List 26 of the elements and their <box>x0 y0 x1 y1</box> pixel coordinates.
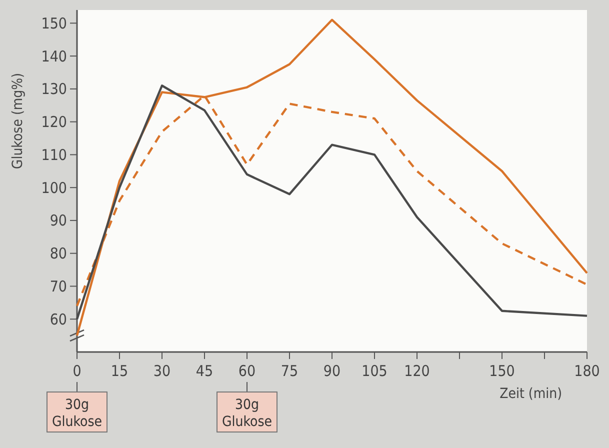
x-tick-label: 90 <box>323 362 341 380</box>
x-tick-label: 60 <box>238 362 256 380</box>
y-tick-label: 60 <box>50 310 67 328</box>
x-tick-label: 15 <box>110 362 128 380</box>
y-tick-label: 120 <box>41 113 67 132</box>
y-tick-label: 150 <box>41 14 67 32</box>
y-tick-label: 70 <box>50 277 67 296</box>
y-tick-label: 110 <box>41 146 67 164</box>
y-tick-label: 130 <box>41 80 67 98</box>
x-tick-label: 0 <box>72 362 82 380</box>
x-tick-label: 180 <box>574 362 600 380</box>
y-tick-label: 90 <box>50 212 67 230</box>
annotation: 30g Glukose <box>222 397 272 430</box>
y-tick-label: 140 <box>41 47 67 66</box>
annotation: 30g Glukose <box>52 397 102 430</box>
y-axis-title: Glukose (mg%) <box>10 72 26 170</box>
x-tick-label: 120 <box>404 362 430 380</box>
y-tick-label: 100 <box>41 178 67 197</box>
x-axis-title: Zeit (min) <box>500 386 562 402</box>
x-tick-label: 150 <box>489 362 515 380</box>
x-tick-label: 75 <box>280 362 298 380</box>
x-tick-label: 30 <box>153 362 171 380</box>
x-tick-label: 105 <box>362 362 388 380</box>
x-tick-label: 45 <box>196 362 214 380</box>
line-series <box>76 18 588 337</box>
y-tick-label: 80 <box>50 244 67 263</box>
